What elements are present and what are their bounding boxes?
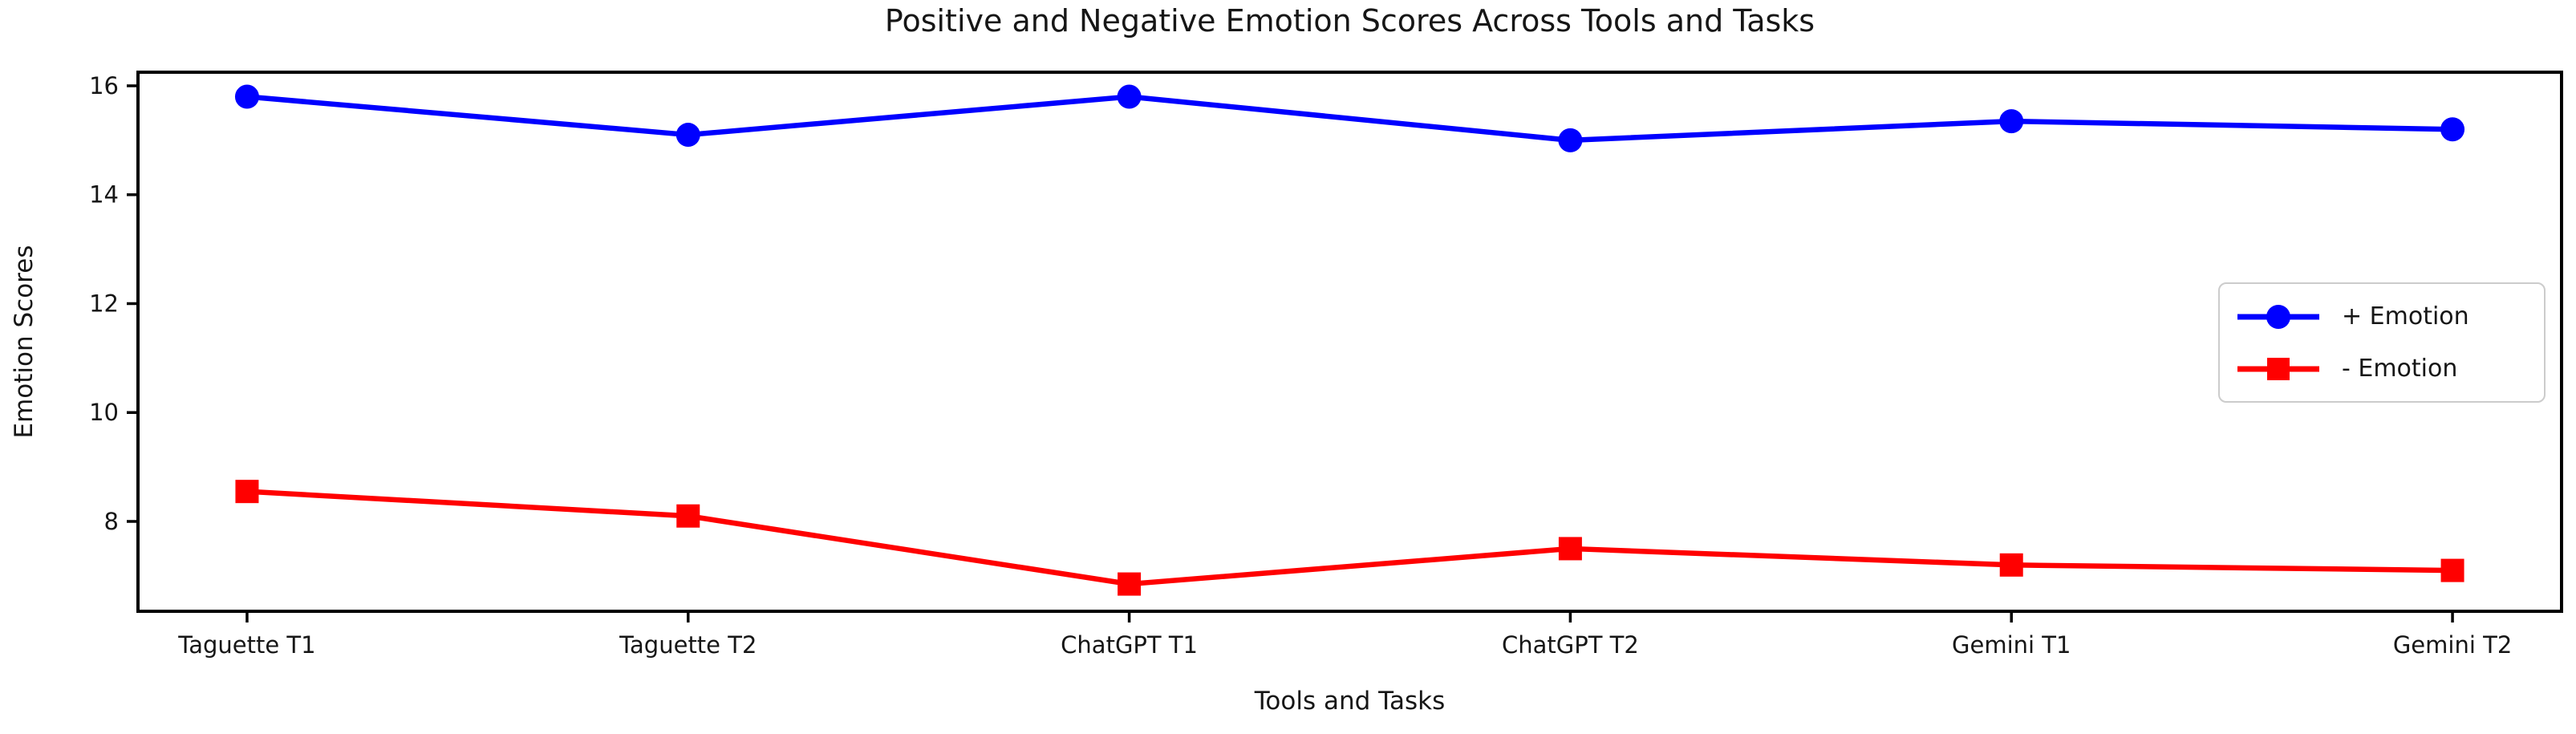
y-tick-label: 14 [89,181,119,209]
x-tick-label: Taguette T2 [619,631,757,659]
positive-emotion-line-circle-icon [2237,304,2319,329]
x-tick-label: Gemini T2 [2393,631,2512,659]
x-tick-label: Gemini T1 [1952,631,2071,659]
data-point-circle [675,123,700,148]
data-point-circle [2440,117,2465,142]
data-point-circle [1117,84,1142,109]
legend-label-negative-emotion: - Emotion [2342,355,2458,383]
data-point-square [1118,572,1142,596]
negative-emotion-line-square-icon [2237,357,2319,380]
data-point-circle [1558,128,1583,152]
data-point-square [2440,558,2464,582]
series-line-positive [246,94,2453,144]
legend-item-positive-emotion: + Emotion [2234,302,2529,331]
y-tick-label: 12 [89,290,119,317]
series-line-negative [246,489,2453,587]
x-tick-label: Taguette T1 [177,631,315,659]
data-point-square [235,480,259,504]
y-tick-label: 8 [104,508,119,535]
x-tick-label: ChatGPT T1 [1061,631,1198,659]
y-tick-label: 16 [89,72,119,99]
data-point-circle [234,84,259,109]
y-tick-label: 10 [89,399,119,426]
data-point-circle [1999,109,2024,134]
chart-title: Positive and Negative Emotion Scores Acr… [884,3,1815,39]
data-point-square [1999,553,2023,577]
x-tick-label: ChatGPT T2 [1502,631,1639,659]
axes-spines [136,71,2563,613]
legend-label-positive-emotion: + Emotion [2342,302,2469,331]
x-axis-label: Tools and Tasks [1254,687,1446,716]
data-point-square [676,504,700,528]
legend: + Emotion - Emotion [2218,282,2546,403]
data-point-square [1558,537,1582,561]
legend-item-negative-emotion: - Emotion [2234,355,2529,383]
